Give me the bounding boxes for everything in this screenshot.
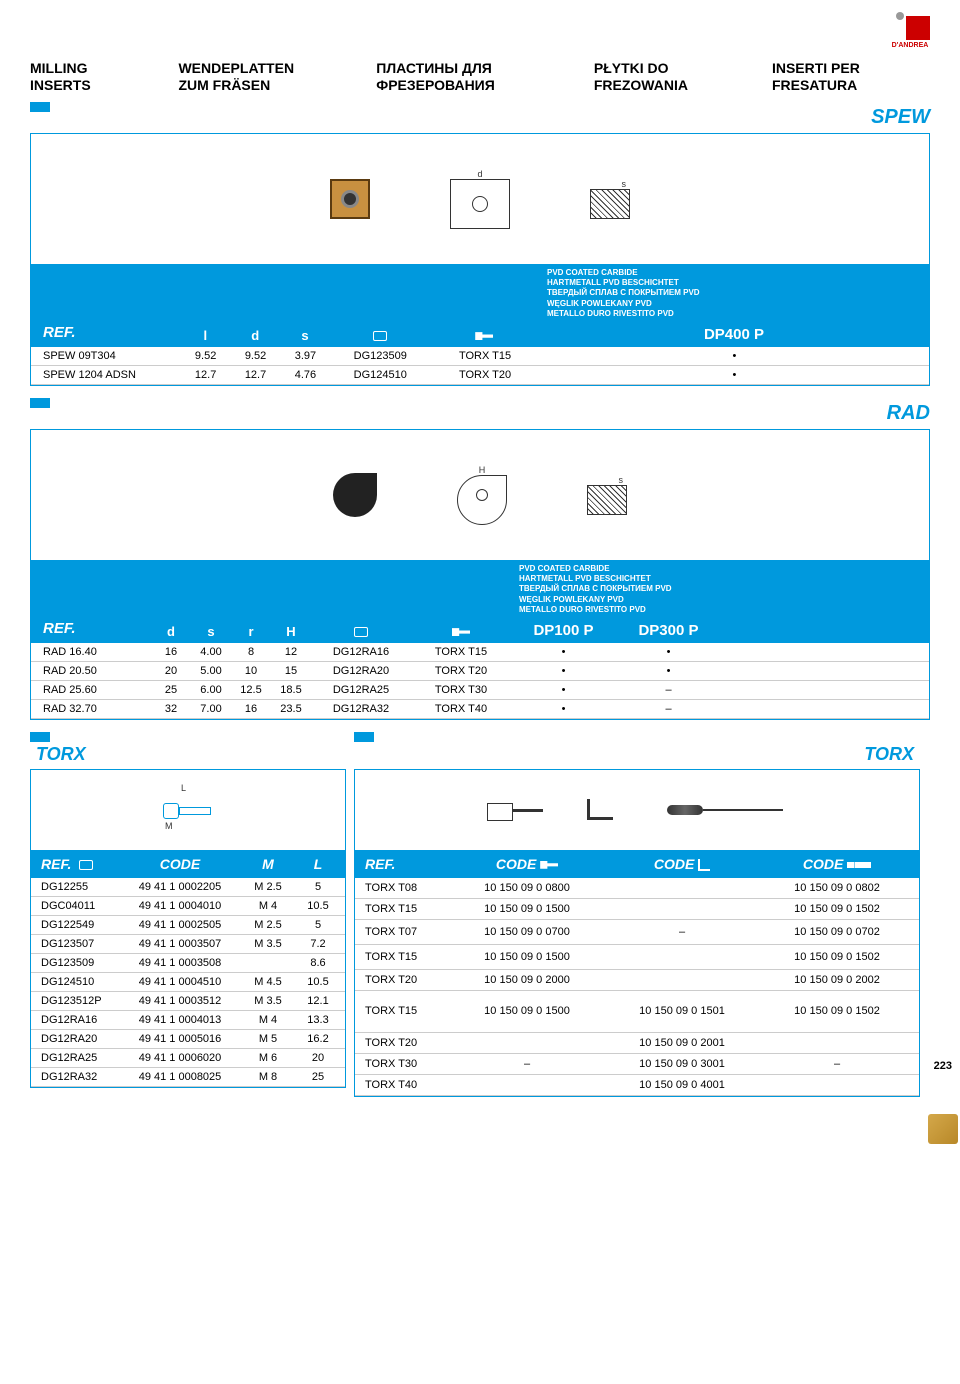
table-row: TORX T2010 150 09 0 200010 150 09 0 2002 bbox=[355, 970, 919, 991]
brand-logo: D'ANDREA bbox=[890, 10, 930, 49]
table-row: DG12RA1649 41 1 0004013M 413.3 bbox=[31, 1011, 345, 1030]
torx-tools-head: REF. CODE CODE CODE bbox=[355, 850, 919, 878]
header-title: ПЛАСТИНЫ ДЛЯФРЕЗЕРОВАНИЯ bbox=[376, 60, 574, 94]
screw-icon bbox=[354, 627, 368, 637]
table-row: TORX T2010 150 09 0 2001 bbox=[355, 1033, 919, 1054]
key-icon bbox=[540, 861, 558, 869]
table-row: RAD 20.50205.001015DG12RA20TORX T20•• bbox=[31, 662, 929, 681]
table-row: RAD 25.60256.0012.518.5DG12RA25TORX T30•… bbox=[31, 681, 929, 700]
header-title: INSERTI PERFRESATURA bbox=[772, 60, 930, 94]
torx-screws-body: DG1225549 41 1 0002205M 2.55DGC0401149 4… bbox=[31, 878, 345, 1087]
table-row: DG12451049 41 1 0004510M 4.510.5 bbox=[31, 973, 345, 992]
torx-screws-head: REF. CODEML bbox=[31, 850, 345, 878]
rad-table-body: RAD 16.40164.00812DG12RA16TORX T15••RAD … bbox=[31, 643, 929, 719]
table-row: TORX T0810 150 09 0 080010 150 09 0 0802 bbox=[355, 878, 919, 899]
table-row: SPEW 09T3049.529.523.97DG123509TORX T15• bbox=[31, 347, 929, 366]
spew-side-diagram bbox=[590, 189, 630, 219]
spew-diagrams: d s bbox=[31, 134, 929, 264]
screw-diagram: L M bbox=[163, 795, 213, 825]
rad-top-diagram bbox=[457, 475, 507, 525]
spew-top-diagram bbox=[450, 179, 510, 229]
spew-section: SPEW d s REF.ldsPVD COATED CARBIDEHARTME… bbox=[30, 102, 930, 386]
lkey-icon bbox=[698, 859, 710, 871]
table-row: TORX T1510 150 09 0 150010 150 09 0 1501… bbox=[355, 991, 919, 1033]
table-row: DG12RA2049 41 1 0005016M 516.2 bbox=[31, 1030, 345, 1049]
screw-icon bbox=[79, 860, 93, 870]
tools-diagram-area bbox=[355, 770, 919, 850]
rad-diagrams: H s bbox=[31, 430, 929, 560]
screw-diagram-area: L M bbox=[31, 770, 345, 850]
header-title: PŁYTKI DOFREZOWANIA bbox=[594, 60, 752, 94]
header-title: WENDEPLATTENZUM FRÄSEN bbox=[178, 60, 356, 94]
table-row: RAD 16.40164.00812DG12RA16TORX T15•• bbox=[31, 643, 929, 662]
table-row: DG12RA3249 41 1 0008025M 825 bbox=[31, 1068, 345, 1087]
spew-title: SPEW bbox=[30, 106, 930, 129]
rad-title: RAD bbox=[30, 402, 930, 425]
table-row: TORX T1510 150 09 0 150010 150 09 0 1502 bbox=[355, 899, 919, 920]
spew-insert-photo bbox=[330, 179, 370, 219]
table-row: SPEW 1204 ADSN12.712.74.76DG124510TORX T… bbox=[31, 366, 929, 385]
screwdriver-icon bbox=[847, 862, 871, 868]
torx-screws-section: TORX L M REF. CODEML DG1225549 41 1 0002… bbox=[30, 732, 346, 1097]
torx-lkey-diagram bbox=[587, 795, 627, 825]
screw-icon bbox=[373, 331, 387, 341]
rad-section: RAD H s REF.dsrHPVD COATED CARBIDEHARTME… bbox=[30, 398, 930, 720]
rad-side-diagram bbox=[587, 485, 627, 515]
side-insert-thumbnail bbox=[928, 1114, 958, 1144]
table-row: TORX T4010 150 09 0 4001 bbox=[355, 1075, 919, 1096]
table-row: DGC0401149 41 1 0004010M 410.5 bbox=[31, 897, 345, 916]
header-titles: MILLINGINSERTS WENDEPLATTENZUM FRÄSEN ПЛАС… bbox=[30, 60, 930, 94]
brand-name: D'ANDREA bbox=[890, 42, 930, 49]
spew-table-head: REF.ldsPVD COATED CARBIDEHARTMETALL PVD … bbox=[31, 264, 929, 347]
table-row: TORX T30–10 150 09 0 3001– bbox=[355, 1054, 919, 1075]
spew-table-body: SPEW 09T3049.529.523.97DG123509TORX T15•… bbox=[31, 347, 929, 385]
torx-tools-title: TORX bbox=[354, 744, 914, 765]
header-title: MILLINGINSERTS bbox=[30, 60, 158, 94]
key-icon bbox=[452, 628, 470, 636]
table-row: DG12RA2549 41 1 0006020M 620 bbox=[31, 1049, 345, 1068]
table-row: DG12350749 41 1 0003507M 3.57.2 bbox=[31, 935, 345, 954]
torx-tools-body: TORX T0810 150 09 0 080010 150 09 0 0802… bbox=[355, 878, 919, 1096]
rad-table-head: REF.dsrHPVD COATED CARBIDEHARTMETALL PVD… bbox=[31, 560, 929, 643]
table-row: TORX T1510 150 09 0 150010 150 09 0 1502 bbox=[355, 945, 919, 970]
table-row: TORX T0710 150 09 0 0700–10 150 09 0 070… bbox=[355, 920, 919, 945]
torx-tools-section: TORX REF. CODE CODE CODE TORX T0810 150 … bbox=[354, 732, 920, 1097]
rad-insert-photo bbox=[333, 473, 377, 517]
torx-key-diagram bbox=[487, 795, 547, 825]
table-row: RAD 32.70327.001623.5DG12RA32TORX T40•– bbox=[31, 700, 929, 719]
table-row: DG123512P49 41 1 0003512M 3.512.1 bbox=[31, 992, 345, 1011]
key-icon bbox=[475, 332, 493, 340]
table-row: DG1225549 41 1 0002205M 2.55 bbox=[31, 878, 345, 897]
screwdriver-diagram bbox=[667, 800, 787, 820]
page-number: 223 bbox=[934, 1060, 952, 1072]
torx-screws-title: TORX bbox=[36, 744, 346, 765]
table-row: DG12350949 41 1 00035088.6 bbox=[31, 954, 345, 973]
table-row: DG12254949 41 1 0002505M 2.55 bbox=[31, 916, 345, 935]
